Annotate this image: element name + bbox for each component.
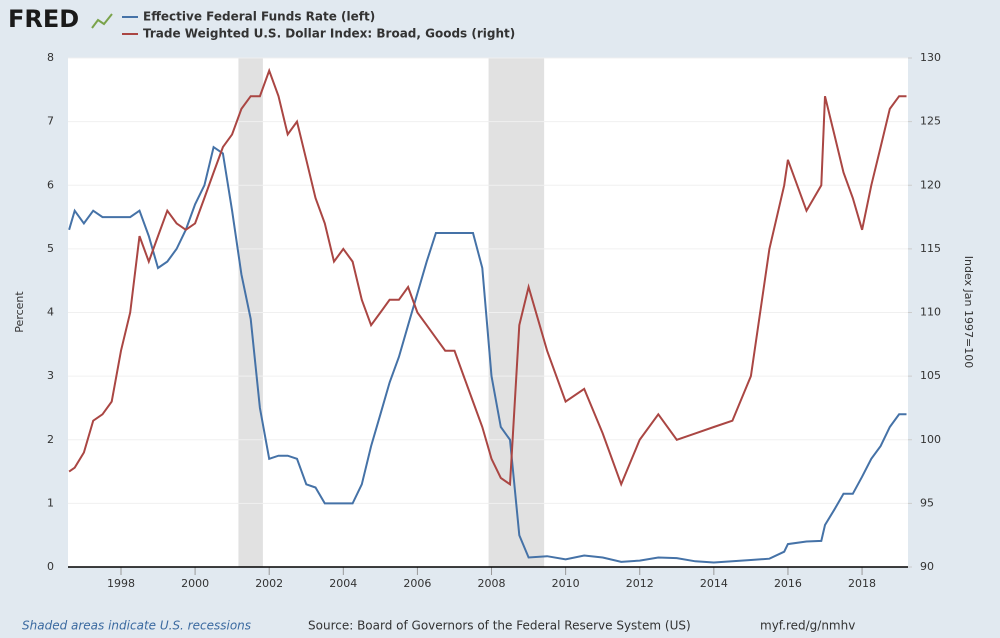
x-tick-label: 2010 — [552, 577, 580, 590]
y2-tick-label: 100 — [920, 433, 941, 446]
x-tick-label: 2016 — [774, 577, 802, 590]
y-tick-label: 6 — [47, 178, 54, 191]
y2-tick-label: 130 — [920, 51, 941, 64]
recession-note: Shaded areas indicate U.S. recessions — [22, 619, 251, 633]
y-tick-label: 1 — [47, 496, 54, 509]
y-axis-label: Percent — [13, 291, 26, 333]
x-tick-label: 2008 — [478, 577, 506, 590]
y2-tick-label: 125 — [920, 115, 941, 128]
source: Source: Board of Governors of the Federa… — [308, 619, 691, 633]
x-tick-label: 2012 — [626, 577, 654, 590]
y2-tick-label: 110 — [920, 306, 941, 319]
x-tick-label: 2006 — [403, 577, 431, 590]
logo-icon — [91, 13, 113, 29]
y-tick-label: 7 — [47, 115, 54, 128]
x-tick-label: 2018 — [848, 577, 876, 590]
legend-label: Effective Federal Funds Rate (left) — [143, 10, 375, 24]
x-tick-label: 2014 — [700, 577, 728, 590]
link[interactable]: myf.red/g/nmhv — [760, 619, 855, 633]
y-tick-label: 8 — [47, 51, 54, 64]
series-line — [68, 145, 907, 564]
y2-tick-label: 105 — [920, 369, 941, 382]
y-tick-label: 3 — [47, 369, 54, 382]
y2-tick-label: 115 — [920, 242, 941, 255]
x-tick-label: 1998 — [107, 577, 135, 590]
x-tick-label: 2000 — [181, 577, 209, 590]
y2-tick-label: 120 — [920, 178, 941, 191]
legend-label: Trade Weighted U.S. Dollar Index: Broad,… — [143, 27, 515, 41]
y2-tick-label: 95 — [920, 496, 934, 509]
y-tick-label: 0 — [47, 560, 54, 573]
y-tick-label: 4 — [47, 306, 54, 319]
series-line — [68, 67, 907, 488]
x-tick-label: 2002 — [255, 577, 283, 590]
logo: FRED — [8, 5, 79, 33]
y2-tick-label: 90 — [920, 560, 934, 573]
y-tick-label: 5 — [47, 242, 54, 255]
y2-axis-label: Index Jan 1997=100 — [962, 256, 975, 368]
x-tick-label: 2004 — [329, 577, 357, 590]
y-tick-label: 2 — [47, 433, 54, 446]
